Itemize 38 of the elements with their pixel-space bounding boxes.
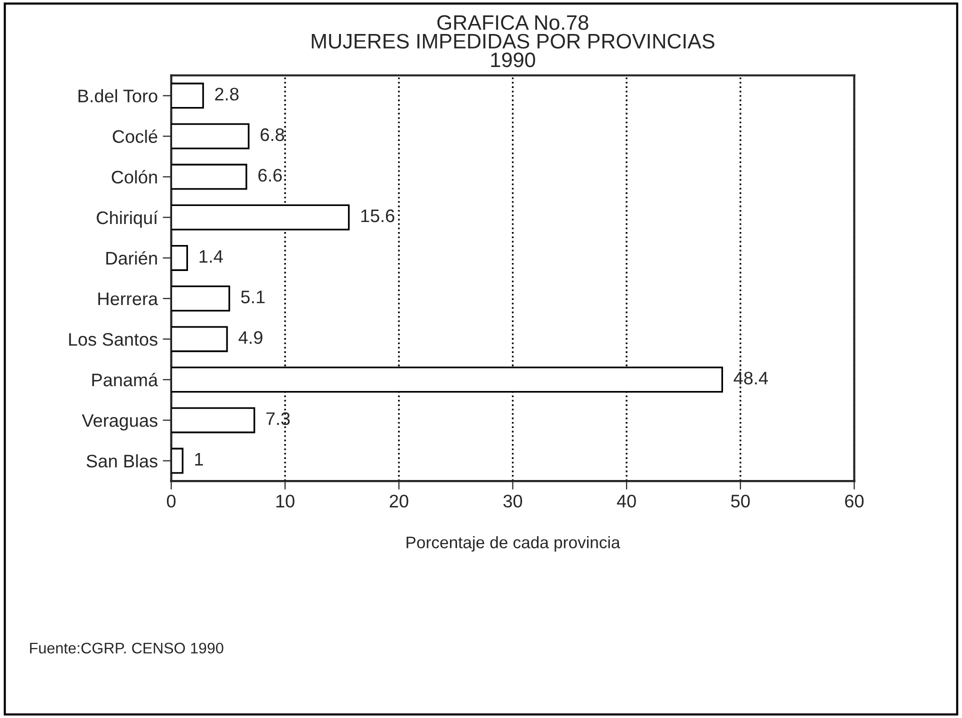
data-label: 48.4 [734,372,768,384]
x-tick-label: 0 [166,494,176,508]
y-tick-label: Darién [106,251,157,265]
y-tick-label: Herrera [98,292,158,306]
x-tick-label: 10 [276,494,294,508]
data-label: 7.3 [266,412,290,426]
x-axis-title: Porcentaje de cada provincia [406,536,620,552]
x-tick-label: 40 [616,494,636,508]
y-tick-label: San Blas [86,454,158,468]
bar [171,407,256,434]
bar [171,123,250,150]
y-tick-label: Panamá [92,372,158,386]
data-label: 5.1 [241,290,265,304]
bar [171,286,230,312]
bar [171,82,204,109]
x-tick-label: 30 [503,494,522,508]
y-tick-label: Coclé [112,129,158,143]
bar [171,448,184,474]
y-tick-label: Colón [112,170,157,184]
data-label: 15.6 [361,209,394,222]
bar [171,326,228,352]
y-tick-label: Chiriquí [96,210,158,228]
data-label: 6.6 [258,168,282,182]
y-tick-label: B.del Toro [78,89,158,102]
data-label: 6.8 [260,128,284,142]
x-tick-label: 50 [731,494,750,508]
data-label: 1.4 [200,250,223,263]
y-tick-label: Veraguas [82,414,158,430]
source-note: Fuente:CGRP. CENSO 1990 [30,642,224,654]
x-tick-label: 60 [845,494,864,508]
bar [171,164,248,190]
data-label: 1 [195,453,203,466]
x-tick-label: 20 [390,494,408,508]
bar [171,244,188,271]
chart-title: GRAFICA No.78 MUJERES IMPEDIDAS POR PROVINCIAS 1990 [312,15,714,68]
y-tick-label: Los Santos [69,333,158,346]
data-label: 2.8 [215,88,239,101]
data-label: 4.9 [238,331,262,344]
